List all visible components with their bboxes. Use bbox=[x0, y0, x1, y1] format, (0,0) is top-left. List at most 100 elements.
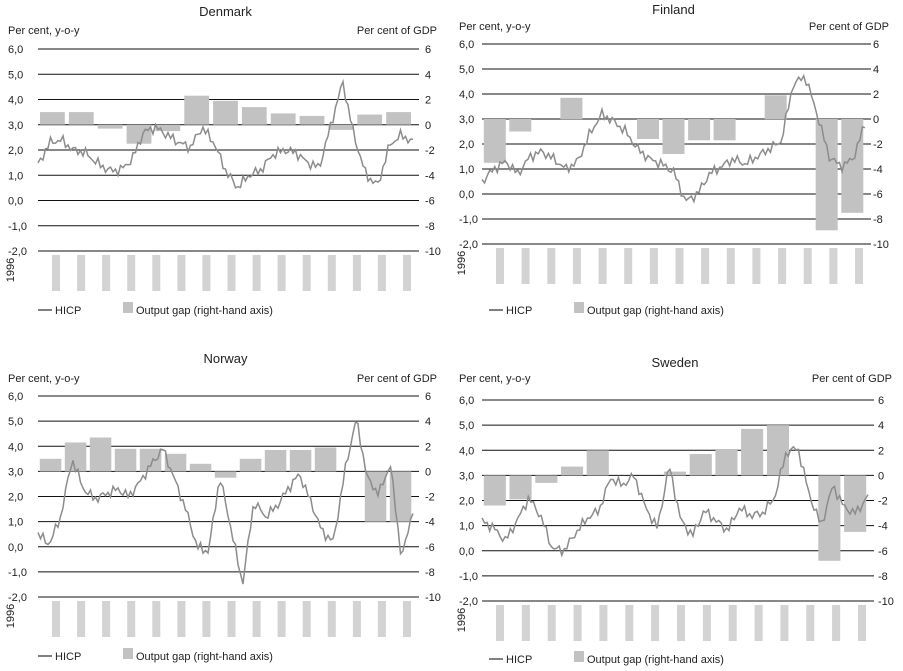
x-tick-marker bbox=[855, 248, 863, 284]
left-tick-label: -1,0 bbox=[459, 214, 478, 226]
right-tick-label: 6 bbox=[425, 44, 431, 56]
right-tick-label: 2 bbox=[873, 89, 879, 101]
right-tick-label: -6 bbox=[878, 546, 888, 558]
x-tick-marker bbox=[521, 605, 530, 641]
x-tick-marker bbox=[227, 255, 236, 291]
right-tick-label: -2 bbox=[425, 492, 435, 504]
x-tick-marker bbox=[403, 255, 411, 291]
legend-hicp-label: HICP bbox=[506, 305, 532, 317]
chart-title: Finland bbox=[652, 2, 695, 17]
left-tick-label: 4,0 bbox=[8, 95, 23, 107]
x-tick-marker bbox=[780, 605, 789, 641]
right-tick-label: 2 bbox=[425, 95, 431, 107]
right-tick-label: -6 bbox=[425, 542, 435, 554]
left-tick-label: -2,0 bbox=[8, 246, 27, 258]
output-gap-bar bbox=[97, 124, 123, 129]
left-tick-label: 0,0 bbox=[459, 546, 474, 558]
x-tick-label: 1996 bbox=[5, 258, 17, 282]
x-tick-marker bbox=[726, 248, 735, 284]
x-tick-marker bbox=[252, 255, 261, 291]
right-tick-label: 4 bbox=[425, 416, 431, 428]
output-gap-bar bbox=[815, 119, 838, 231]
x-tick-marker bbox=[778, 248, 787, 284]
left-tick-label: 1,0 bbox=[459, 521, 474, 533]
x-tick-marker bbox=[52, 255, 60, 291]
left-tick-label: 0,0 bbox=[8, 196, 23, 208]
output-gap-bar bbox=[662, 119, 685, 154]
left-tick-label: 1,0 bbox=[459, 164, 474, 176]
legend-bar-label: Output gap (right-hand axis) bbox=[136, 305, 273, 317]
legend-bar-label: Output gap (right-hand axis) bbox=[136, 651, 273, 663]
hicp-line bbox=[481, 445, 869, 558]
right-axis-caption: Per cent of GDP bbox=[357, 25, 437, 37]
right-tick-label: -4 bbox=[425, 170, 435, 182]
chart-panel-denmark: Denmark Per cent, y-o-y Per cent of GDP 6,0… bbox=[5, 4, 441, 317]
x-tick-marker bbox=[102, 601, 111, 637]
right-tick-label: 0 bbox=[878, 470, 884, 482]
output-gap-bar bbox=[239, 458, 262, 472]
output-gap-bar bbox=[270, 113, 296, 125]
x-tick-marker bbox=[858, 605, 866, 641]
output-gap-bar bbox=[509, 119, 532, 132]
left-tick-label: -2,0 bbox=[8, 592, 27, 604]
output-gap-bar bbox=[586, 450, 609, 476]
right-tick-label: 4 bbox=[878, 420, 884, 432]
right-tick-label: 4 bbox=[873, 64, 879, 76]
output-gap-bar bbox=[189, 463, 212, 472]
x-tick-marker bbox=[327, 255, 336, 291]
output-gap-bar bbox=[509, 475, 532, 500]
x-tick-marker bbox=[521, 248, 530, 284]
x-tick-marker bbox=[675, 248, 684, 284]
left-tick-label: 6,0 bbox=[459, 395, 474, 407]
hicp-line bbox=[37, 78, 414, 189]
x-tick-marker bbox=[177, 255, 186, 291]
legend-bar-label: Output gap (right-hand axis) bbox=[587, 654, 724, 666]
output-gap-bar bbox=[89, 437, 112, 472]
left-tick-label: 4,0 bbox=[459, 445, 474, 457]
x-tick-marker bbox=[649, 248, 658, 284]
left-tick-label: 2,0 bbox=[459, 139, 474, 151]
legend-hicp-label: HICP bbox=[506, 654, 532, 666]
x-tick-marker bbox=[728, 605, 737, 641]
x-tick-marker bbox=[572, 248, 581, 284]
right-tick-label: -10 bbox=[878, 596, 894, 608]
output-gap-bar bbox=[663, 471, 686, 476]
left-tick-label: 1,0 bbox=[8, 170, 23, 182]
output-gap-bar bbox=[213, 100, 238, 125]
left-tick-label: 1,0 bbox=[8, 517, 23, 529]
legend-hicp-label: HICP bbox=[55, 305, 81, 317]
output-gap-bar bbox=[299, 115, 325, 125]
right-tick-label: -10 bbox=[425, 592, 441, 604]
x-tick-marker bbox=[377, 601, 386, 637]
x-tick-marker bbox=[496, 248, 504, 284]
left-tick-label: 5,0 bbox=[459, 420, 474, 432]
right-tick-label: -10 bbox=[873, 239, 889, 251]
hicp-line bbox=[37, 420, 414, 585]
left-tick-label: 2,0 bbox=[8, 145, 23, 157]
left-tick-label: 0,0 bbox=[459, 189, 474, 201]
legend-bar-swatch bbox=[574, 302, 584, 313]
legend-hicp-label: HICP bbox=[55, 651, 81, 663]
x-tick-label: 1996 bbox=[5, 604, 17, 628]
output-gap-bar bbox=[688, 119, 711, 141]
left-axis-caption: Per cent, y-o-y bbox=[8, 25, 80, 37]
left-tick-label: 6,0 bbox=[8, 391, 23, 403]
output-gap-bar bbox=[637, 119, 659, 139]
output-gap-bar bbox=[764, 95, 787, 120]
left-tick-label: -1,0 bbox=[8, 221, 27, 233]
x-tick-marker bbox=[677, 605, 685, 641]
output-gap-bar bbox=[126, 124, 152, 144]
x-tick-marker bbox=[547, 248, 556, 284]
output-gap-bar bbox=[314, 447, 337, 472]
left-tick-label: -2,0 bbox=[459, 239, 478, 251]
x-tick-marker bbox=[701, 248, 710, 284]
x-tick-marker bbox=[352, 255, 361, 291]
output-gap-bar bbox=[715, 449, 738, 476]
x-tick-marker bbox=[102, 255, 111, 291]
output-gap-bar bbox=[68, 112, 94, 125]
right-tick-label: 6 bbox=[878, 395, 884, 407]
right-tick-label: -8 bbox=[425, 567, 435, 579]
output-gap-bar bbox=[289, 450, 312, 472]
x-tick-marker bbox=[302, 255, 311, 291]
